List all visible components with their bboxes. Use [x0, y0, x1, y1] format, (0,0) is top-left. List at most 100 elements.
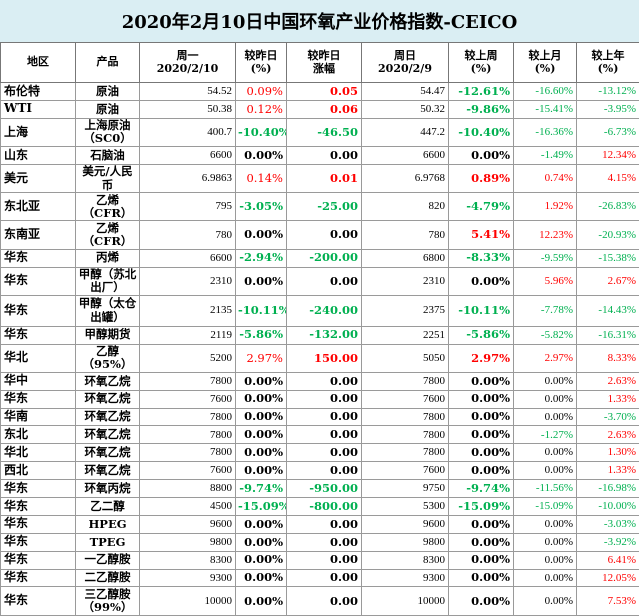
- cell-dod-pct: -15.09%: [235, 496, 287, 516]
- header-monday-date: 2020/2/10: [156, 61, 219, 75]
- cell-dod-abs: -950.00: [286, 479, 362, 498]
- cell-mon: 7600: [139, 461, 236, 481]
- cell-region: 华东: [0, 514, 76, 534]
- cell-dod-abs: 0.00: [286, 389, 362, 409]
- header-row: 地区 产品 周一 2020/2/10 较昨日 (%) 较昨日 涨幅 周日 2020/2/…: [0, 42, 639, 83]
- cell-wow: -10.11%: [448, 294, 514, 327]
- cell-dod-pct: -10.40%: [235, 117, 287, 148]
- cell-mom: 5.96%: [513, 266, 577, 296]
- cell-sun: 2310: [361, 266, 449, 296]
- cell-yoy: -26.83%: [576, 192, 639, 222]
- cell-sun: 50.32: [361, 99, 449, 119]
- cell-sun: 2375: [361, 294, 449, 327]
- cell-dod-abs: -800.00: [286, 496, 362, 516]
- cell-mon: 400.7: [139, 117, 236, 148]
- cell-wow: -5.86%: [448, 325, 514, 345]
- cell-region: 华东: [0, 389, 76, 409]
- header-dod-pct-unit: (%): [250, 61, 272, 75]
- cell-mon: 7800: [139, 371, 236, 391]
- cell-dod-pct: 0.00%: [235, 266, 287, 296]
- cell-region: 华东: [0, 586, 76, 616]
- cell-product: 乙醇（95%）: [75, 343, 140, 373]
- cell-dod-abs: 0.00: [286, 220, 362, 250]
- cell-yoy: -3.95%: [576, 99, 639, 119]
- cell-dod-abs: 0.00: [286, 425, 362, 445]
- cell-mom: 0.00%: [513, 586, 577, 616]
- cell-region: 华中: [0, 371, 76, 391]
- cell-product: 环氧乙烷: [75, 371, 140, 391]
- cell-wow: 0.00%: [448, 371, 514, 391]
- cell-wow: 0.00%: [448, 146, 514, 165]
- cell-wow: 0.00%: [448, 514, 514, 534]
- cell-dod-abs: 0.00: [286, 586, 362, 616]
- header-region: 地区: [0, 42, 76, 83]
- cell-product: 环氧乙烷: [75, 389, 140, 409]
- cell-product: 美元/人民币: [75, 163, 140, 194]
- cell-dod-pct: -9.74%: [235, 479, 287, 498]
- cell-product: HPEG: [75, 514, 140, 534]
- cell-dod-abs: 0.00: [286, 514, 362, 534]
- cell-product: 石脑油: [75, 146, 140, 165]
- cell-mon: 8300: [139, 550, 236, 570]
- cell-yoy: 1.33%: [576, 461, 639, 481]
- header-sunday: 周日 2020/2/9: [361, 42, 449, 83]
- cell-dod-pct: 0.09%: [235, 82, 287, 101]
- cell-dod-abs: -25.00: [286, 192, 362, 222]
- cell-dod-abs: 0.05: [286, 82, 362, 101]
- cell-yoy: -16.98%: [576, 479, 639, 498]
- cell-sun: 9800: [361, 532, 449, 552]
- cell-dod-abs: 0.00: [286, 443, 362, 463]
- cell-region: 华东: [0, 568, 76, 588]
- header-yoy-label: 较上年: [591, 48, 625, 62]
- cell-dod-pct: 0.00%: [235, 586, 287, 616]
- cell-wow: 0.00%: [448, 443, 514, 463]
- cell-wow: -10.40%: [448, 117, 514, 148]
- cell-mon: 2119: [139, 325, 236, 345]
- cell-mon: 50.38: [139, 99, 236, 119]
- cell-yoy: -20.93%: [576, 220, 639, 250]
- cell-mom: 0.00%: [513, 550, 577, 570]
- cell-mon: 7800: [139, 443, 236, 463]
- cell-yoy: -13.12%: [576, 82, 639, 101]
- cell-sun: 9300: [361, 568, 449, 588]
- cell-mom: 0.00%: [513, 532, 577, 552]
- table-row: 华东 二乙醇胺 9300 0.00% 0.00 9300 0.00% 0.00% 12.05%: [0, 568, 639, 588]
- cell-region: 华东: [0, 266, 76, 296]
- cell-sun: 7800: [361, 407, 449, 427]
- cell-mon: 9600: [139, 514, 236, 534]
- table-row: 东北 环氧乙烷 7800 0.00% 0.00 7800 0.00% -1.27% 2.63%: [0, 425, 639, 445]
- cell-mon: 4500: [139, 496, 236, 516]
- cell-yoy: -14.43%: [576, 294, 639, 327]
- table-row: 东南亚 乙烯（CFR） 780 0.00% 0.00 780 5.41% 12.23% -20.…: [0, 220, 639, 250]
- header-sunday-label: 周日: [394, 48, 416, 62]
- page-title: 2020年2月10日中国环氧产业价格指数-CEICO: [0, 0, 639, 43]
- cell-region: 华东: [0, 294, 76, 327]
- cell-region: 东北亚: [0, 192, 76, 222]
- cell-dod-pct: 0.00%: [235, 550, 287, 570]
- cell-mom: -15.41%: [513, 99, 577, 119]
- table-row: 华东 环氧丙烷 8800 -9.74% -950.00 9750 -9.74% -11.56%…: [0, 479, 639, 498]
- cell-dod-pct: 0.00%: [235, 443, 287, 463]
- cell-product: 环氧乙烷: [75, 461, 140, 481]
- cell-product: 环氧乙烷: [75, 443, 140, 463]
- cell-region: 华东: [0, 479, 76, 498]
- cell-yoy: -16.31%: [576, 325, 639, 345]
- cell-sun: 447.2: [361, 117, 449, 148]
- cell-wow: 0.00%: [448, 407, 514, 427]
- cell-product: 丙烯: [75, 248, 140, 268]
- cell-region: 华东: [0, 496, 76, 516]
- cell-region: 东北: [0, 425, 76, 445]
- cell-mon: 5200: [139, 343, 236, 373]
- cell-mom: -1.49%: [513, 146, 577, 165]
- cell-product: 上海原油（SC0）: [75, 117, 140, 148]
- header-dod-abs-unit: 涨幅: [313, 61, 335, 75]
- cell-product: 环氧乙烷: [75, 407, 140, 427]
- cell-dod-pct: 0.00%: [235, 461, 287, 481]
- header-dod-abs-label: 较昨日: [307, 48, 341, 62]
- cell-mon: 7800: [139, 425, 236, 445]
- cell-yoy: -3.92%: [576, 532, 639, 552]
- cell-sun: 5050: [361, 343, 449, 373]
- cell-sun: 7800: [361, 371, 449, 391]
- header-wow: 较上周 (%): [448, 42, 514, 83]
- cell-mon: 7600: [139, 389, 236, 409]
